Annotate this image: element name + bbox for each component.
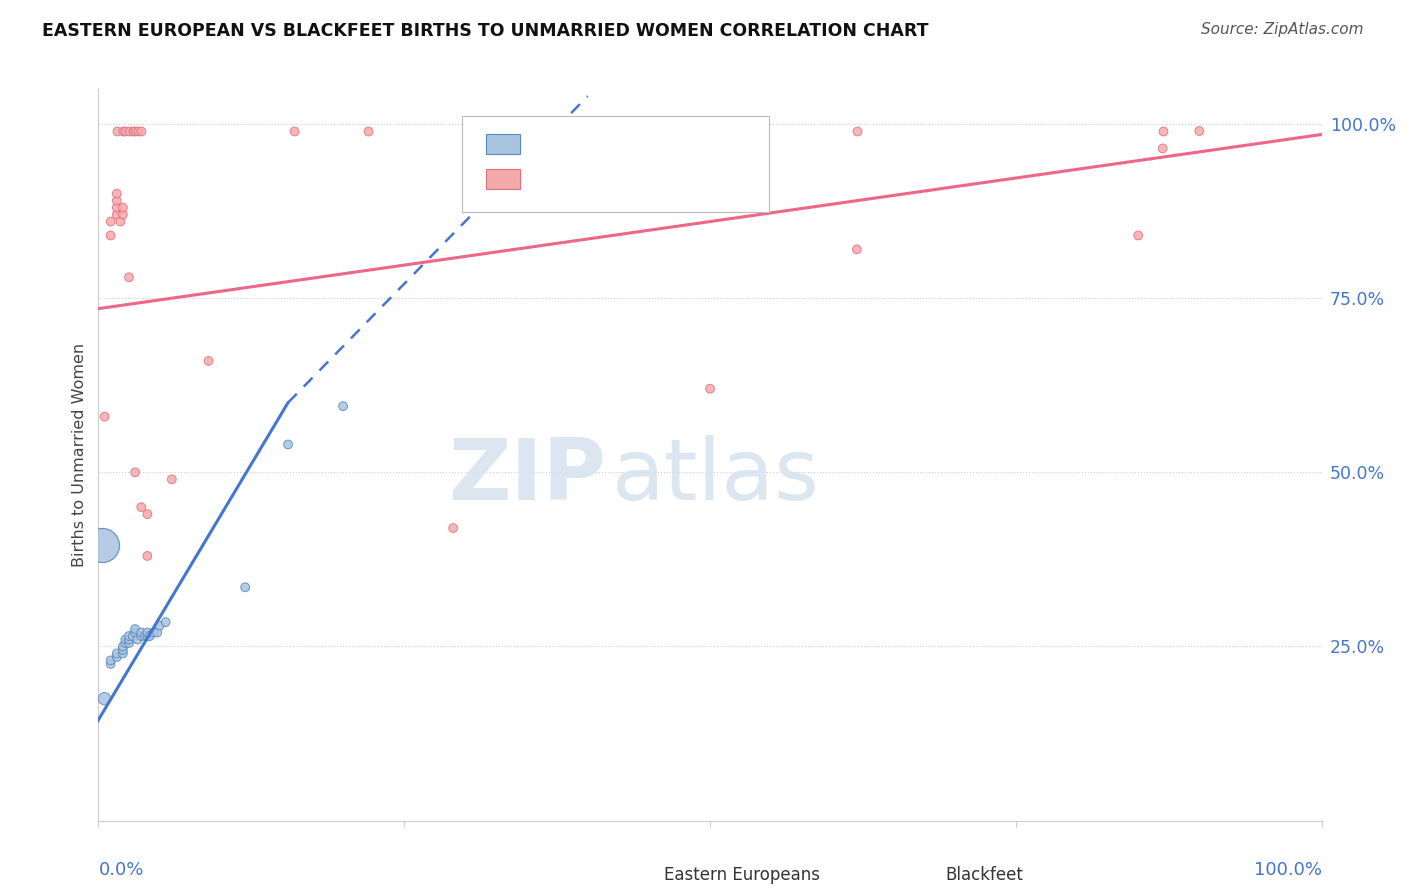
Point: [136, 549, 159, 563]
Point: [118, 270, 141, 285]
Point: [845, 124, 868, 138]
Text: R = 0.598: R = 0.598: [533, 135, 623, 153]
Point: [1188, 124, 1211, 138]
FancyBboxPatch shape: [486, 169, 520, 189]
Point: [105, 201, 128, 215]
Point: [110, 214, 132, 228]
Text: Blackfeet: Blackfeet: [945, 866, 1022, 885]
Point: [100, 653, 122, 667]
Point: [139, 629, 162, 643]
Point: [283, 124, 305, 138]
Point: [699, 382, 721, 396]
Point: [441, 521, 464, 535]
Point: [118, 632, 141, 647]
Point: [332, 399, 354, 413]
Point: [105, 649, 128, 664]
Point: [129, 625, 152, 640]
Point: [105, 208, 128, 222]
Point: [100, 214, 122, 228]
FancyBboxPatch shape: [900, 864, 936, 887]
Point: [129, 500, 152, 515]
Point: [129, 629, 152, 643]
Point: [136, 507, 159, 521]
Point: [540, 124, 562, 138]
Text: EASTERN EUROPEAN VS BLACKFEET BIRTHS TO UNMARRIED WOMEN CORRELATION CHART: EASTERN EUROPEAN VS BLACKFEET BIRTHS TO …: [42, 22, 929, 40]
Text: N = 30: N = 30: [643, 135, 706, 153]
Point: [111, 643, 134, 657]
Point: [93, 409, 115, 424]
Point: [124, 466, 146, 480]
Point: [118, 636, 141, 650]
Point: [111, 124, 134, 138]
Text: ZIP: ZIP: [449, 435, 606, 518]
Y-axis label: Births to Unmarried Women: Births to Unmarried Women: [72, 343, 87, 567]
FancyBboxPatch shape: [486, 134, 520, 154]
Point: [1152, 141, 1174, 155]
Point: [111, 201, 134, 215]
Point: [136, 625, 159, 640]
Point: [105, 186, 128, 201]
Point: [93, 691, 115, 706]
Point: [197, 354, 219, 368]
Point: [114, 636, 136, 650]
Point: [105, 647, 128, 661]
Text: N = 29: N = 29: [643, 170, 706, 188]
Point: [277, 437, 299, 451]
Text: Eastern Europeans: Eastern Europeans: [664, 866, 820, 885]
Point: [134, 629, 156, 643]
Point: [111, 640, 134, 654]
Point: [1128, 228, 1150, 243]
Point: [124, 622, 146, 636]
FancyBboxPatch shape: [619, 864, 655, 887]
Point: [233, 580, 256, 594]
Point: [105, 124, 128, 138]
Point: [160, 472, 183, 486]
Text: R = 0.232: R = 0.232: [533, 170, 623, 188]
Text: Source: ZipAtlas.com: Source: ZipAtlas.com: [1201, 22, 1364, 37]
Point: [121, 629, 143, 643]
Point: [127, 632, 149, 647]
Point: [100, 228, 122, 243]
Point: [118, 124, 141, 138]
Text: atlas: atlas: [612, 435, 820, 518]
FancyBboxPatch shape: [461, 116, 769, 212]
Point: [124, 124, 146, 138]
Text: 100.0%: 100.0%: [1254, 861, 1322, 879]
Point: [118, 629, 141, 643]
Point: [356, 124, 378, 138]
Point: [136, 629, 159, 643]
Point: [111, 208, 134, 222]
Point: [114, 632, 136, 647]
Point: [105, 194, 128, 208]
Point: [100, 657, 122, 671]
Point: [121, 124, 143, 138]
Point: [146, 625, 169, 640]
Point: [1152, 124, 1174, 138]
Point: [149, 618, 172, 632]
Point: [111, 647, 134, 661]
Text: 0.0%: 0.0%: [98, 861, 143, 879]
Point: [129, 124, 152, 138]
Point: [124, 625, 146, 640]
Point: [127, 124, 149, 138]
Point: [845, 243, 868, 257]
Point: [155, 615, 177, 629]
Point: [114, 124, 136, 138]
Point: [91, 539, 114, 553]
Point: [142, 625, 165, 640]
